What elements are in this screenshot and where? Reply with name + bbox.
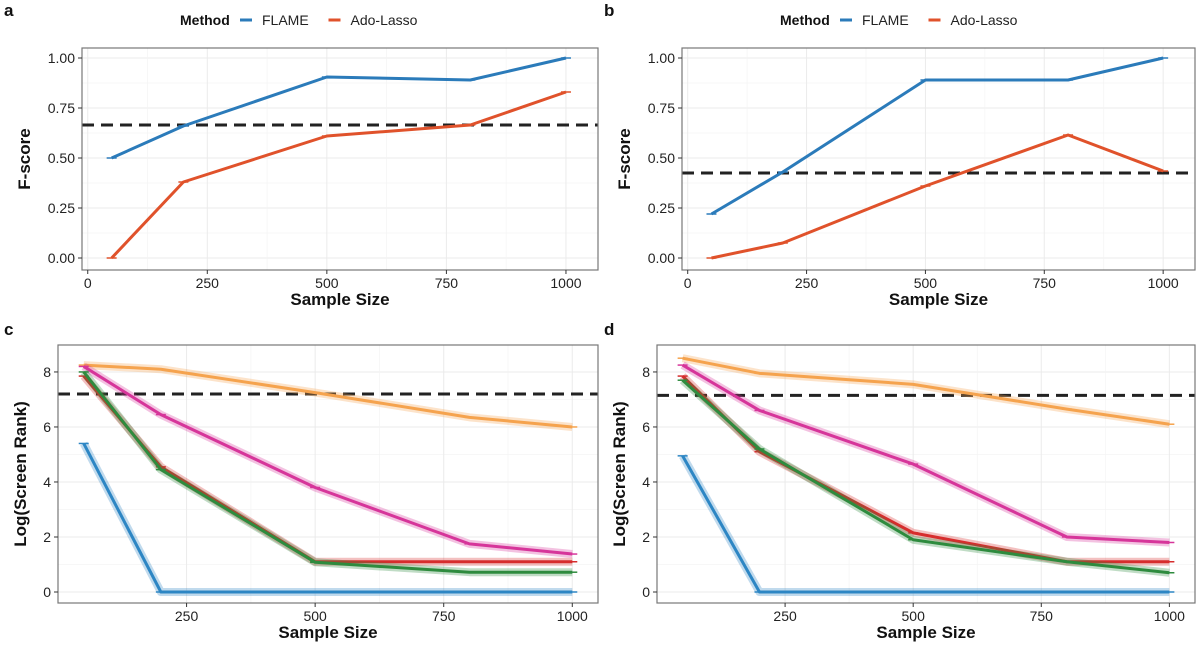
legend-title: Method — [180, 12, 230, 28]
y-axis-label: F-score — [615, 128, 634, 189]
legend-entry: Ado-Lasso — [351, 12, 418, 28]
x-tick-label: 250 — [196, 275, 220, 291]
x-tick-label: 750 — [432, 608, 456, 624]
y-tick-label: 0.75 — [48, 100, 75, 116]
y-tick-label: 0.75 — [648, 100, 675, 116]
y-tick-label: 8 — [642, 364, 650, 380]
y-tick-label: 1.00 — [648, 50, 675, 66]
x-axis-label: Sample Size — [876, 623, 975, 642]
y-tick-label: 0.00 — [48, 250, 75, 266]
x-tick-label: 500 — [902, 608, 926, 624]
y-tick-label: 0 — [642, 584, 650, 600]
panel-c: c 0 2 4 6 8 250 500 750 1000 Sample Size Log(Screen… — [4, 320, 599, 642]
y-tick-label: 2 — [43, 529, 51, 545]
x-tick-label: 750 — [435, 275, 459, 291]
x-tick-label: 500 — [303, 608, 327, 624]
y-tick-label: 4 — [43, 474, 51, 490]
legend-title: Method — [780, 12, 830, 28]
x-tick-label: 1000 — [550, 275, 581, 291]
y-tick-label: 0.25 — [48, 200, 75, 216]
y-tick-label: 0.50 — [48, 150, 75, 166]
x-tick-label: 1000 — [1148, 275, 1179, 291]
x-axis-label: Sample Size — [290, 290, 389, 309]
x-tick-label: 0 — [84, 275, 92, 291]
legend-entry: FLAME — [862, 12, 909, 28]
x-tick-label: 250 — [795, 275, 819, 291]
series-band — [680, 361, 1170, 547]
x-tick-label: 1000 — [557, 608, 588, 624]
y-tick-label: 1.00 — [48, 50, 75, 66]
series-line-0 — [710, 56, 1164, 216]
plot-border — [656, 344, 1196, 604]
series-line-0 — [682, 356, 1170, 426]
panel-b: b 0.00 0.25 0.50 0.75 1.00 0 250 500 750 1000 Sampl… — [604, 1, 1196, 309]
y-tick-label: 0 — [43, 584, 51, 600]
series-band — [679, 453, 1170, 596]
legend-entry: FLAME — [262, 12, 309, 28]
x-tick-label: 750 — [1030, 608, 1054, 624]
y-axis-label: Log(Screen Rank) — [11, 401, 30, 546]
y-axis-label: F-score — [15, 128, 34, 189]
plot-border — [57, 344, 599, 604]
y-tick-label: 4 — [642, 474, 650, 490]
y-tick-label: 0.00 — [648, 250, 675, 266]
series-band — [80, 369, 573, 577]
y-tick-label: 8 — [43, 364, 51, 380]
plot-border — [681, 47, 1196, 271]
legend: Method FLAME Ado-Lasso — [780, 12, 1018, 28]
x-axis-label: Sample Size — [889, 290, 988, 309]
legend: Method FLAME Ado-Lasso — [180, 12, 418, 28]
x-tick-label: 500 — [315, 275, 339, 291]
x-tick-label: 750 — [1033, 275, 1057, 291]
x-tick-label: 1000 — [1154, 608, 1185, 624]
series-line-3 — [82, 371, 573, 574]
series-line-1 — [711, 133, 1164, 260]
panel-a: a 0.00 0.25 0.50 0.75 1.00 0 250 500 750 1000 Sampl… — [4, 1, 599, 309]
series-line-1 — [681, 363, 1170, 544]
y-tick-label: 2 — [642, 529, 650, 545]
panel-d: d 0 2 4 6 8 250 500 750 1000 Sample Size Log(Screen… — [604, 320, 1196, 642]
y-tick-label: 6 — [43, 419, 51, 435]
y-axis-label: Log(Screen Rank) — [610, 401, 629, 546]
y-tick-label: 6 — [642, 419, 650, 435]
x-tick-label: 500 — [914, 275, 938, 291]
x-tick-label: 250 — [773, 608, 797, 624]
x-axis-label: Sample Size — [278, 623, 377, 642]
y-tick-label: 0.25 — [648, 200, 675, 216]
series-line-4 — [681, 455, 1170, 594]
x-tick-label: 250 — [175, 608, 199, 624]
panel-label: d — [604, 320, 614, 339]
legend-entry: Ado-Lasso — [951, 12, 1018, 28]
panel-label: a — [4, 1, 14, 20]
x-tick-label: 0 — [684, 275, 692, 291]
plot-border — [81, 47, 599, 271]
y-tick-label: 0.50 — [648, 150, 675, 166]
panel-label: b — [604, 1, 614, 20]
panel-label: c — [4, 320, 13, 339]
